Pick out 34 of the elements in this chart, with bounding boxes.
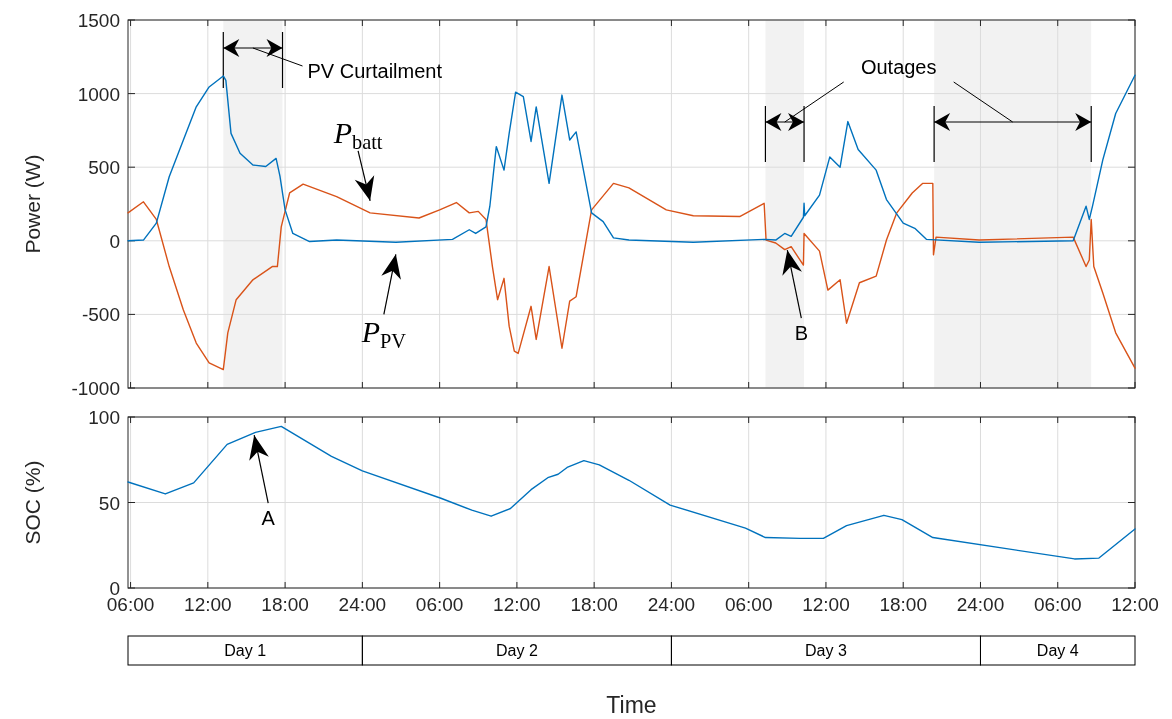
x2-tick-label: Day 2 bbox=[495, 642, 538, 659]
y-axis-title: Power (W) bbox=[21, 154, 44, 254]
x-tick-label: 12:00 bbox=[802, 594, 850, 615]
y-tick-label: -1000 bbox=[71, 378, 120, 399]
x-tick-label: 18:00 bbox=[261, 594, 309, 615]
x-tick-label: 12:00 bbox=[1111, 594, 1159, 615]
y-axis-title: SOC (%) bbox=[21, 460, 44, 545]
text: P$_{PV}$ bbox=[360, 315, 407, 353]
x-axis-title: Time bbox=[606, 692, 657, 718]
x2-tick-label: Day 1 bbox=[224, 642, 267, 659]
x-tick-label: 24:00 bbox=[956, 594, 1005, 615]
x-tick-label: 06:00 bbox=[415, 594, 464, 615]
x2-tick-label: Day 4 bbox=[1036, 642, 1079, 659]
annotation: B bbox=[794, 322, 808, 345]
band-label: Outages bbox=[860, 56, 937, 78]
y-tick-label: 1500 bbox=[77, 10, 120, 31]
x-tick-label: 06:00 bbox=[724, 594, 773, 615]
x-tick-label: 12:00 bbox=[184, 594, 232, 615]
annotation: A bbox=[261, 507, 276, 530]
x-tick-label: 24:00 bbox=[647, 594, 696, 615]
x2-tick-label: Day 3 bbox=[805, 642, 847, 659]
y-tick-label: 50 bbox=[98, 492, 120, 514]
x-tick-label: 24:00 bbox=[338, 594, 387, 615]
y-tick-label: 100 bbox=[88, 407, 120, 428]
y-tick-label: 500 bbox=[88, 157, 120, 179]
x-tick-label: 18:00 bbox=[570, 594, 618, 615]
x-tick-label: 18:00 bbox=[879, 594, 927, 615]
x-tick-label: 12:00 bbox=[493, 594, 541, 615]
series-label: P$_{batt}$ bbox=[332, 115, 383, 153]
x-tick-label: 06:00 bbox=[1033, 594, 1082, 615]
y-tick-label: 0 bbox=[109, 230, 120, 252]
band-label: PV Curtailment bbox=[307, 60, 443, 82]
y-tick-label: -500 bbox=[81, 304, 120, 326]
y-tick-label: 1000 bbox=[77, 83, 120, 105]
